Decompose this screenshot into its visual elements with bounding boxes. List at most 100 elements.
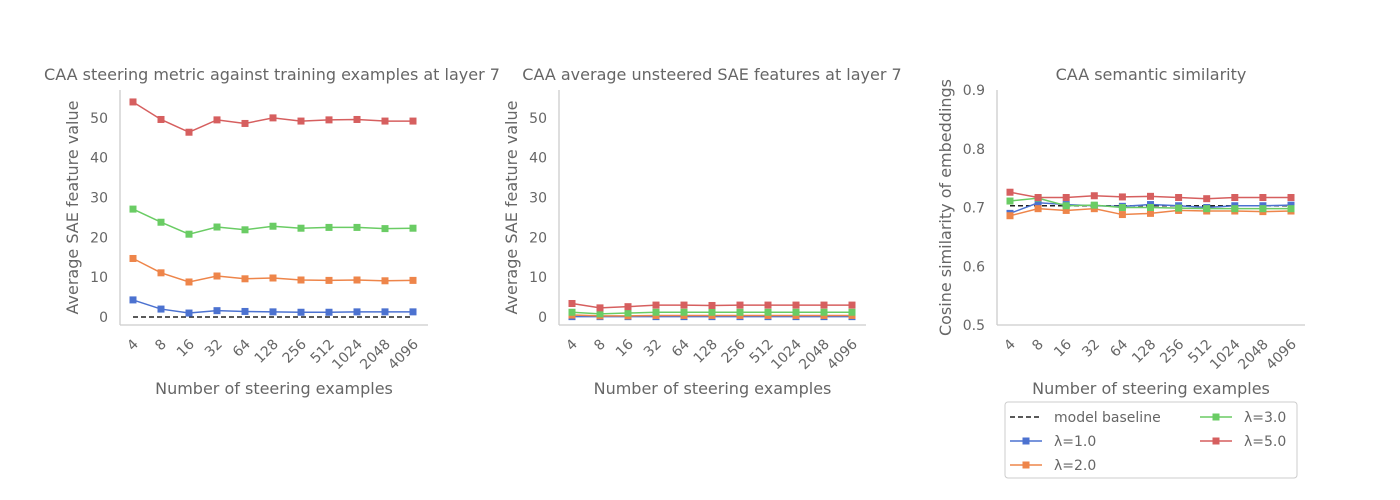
- data-point: [1231, 205, 1239, 213]
- y-tick-label: 0.5: [963, 318, 985, 334]
- y-tick-label: 20: [90, 230, 108, 246]
- data-point: [409, 276, 417, 284]
- x-tick-label: 4: [563, 336, 581, 354]
- x-tick-label: 64: [1107, 336, 1131, 360]
- data-point: [1034, 205, 1042, 213]
- chart-title: CAA steering metric against training exa…: [44, 65, 500, 84]
- data-point: [708, 308, 716, 316]
- y-tick-label: 0.6: [963, 259, 985, 275]
- data-point: [157, 218, 165, 226]
- data-point: [1231, 194, 1239, 202]
- data-point: [185, 128, 193, 136]
- x-tick-label: 16: [174, 336, 198, 360]
- data-point: [213, 223, 221, 231]
- legend-item: λ=5.0: [1200, 434, 1286, 450]
- x-axis-label: Number of steering examples: [1032, 379, 1270, 398]
- data-point: [652, 301, 660, 309]
- data-point: [708, 301, 716, 309]
- data-point: [325, 223, 333, 231]
- x-tick-label: 4096: [824, 336, 861, 373]
- data-point: [624, 309, 632, 317]
- legend-item: λ=1.0: [1010, 434, 1096, 450]
- y-tick-label: 50: [90, 111, 108, 127]
- data-point: [624, 303, 632, 311]
- data-point: [269, 274, 277, 282]
- data-point: [1259, 194, 1267, 202]
- data-point: [792, 301, 800, 309]
- y-tick-label: 10: [90, 270, 108, 286]
- x-tick-label: 1024: [329, 336, 366, 373]
- chart-title: CAA average unsteered SAE features at la…: [522, 65, 901, 84]
- data-point: [325, 276, 333, 284]
- x-tick-label: 2048: [1235, 337, 1272, 374]
- data-point: [1062, 202, 1070, 210]
- data-point: [1147, 192, 1154, 200]
- legend-label: λ=5.0: [1244, 434, 1286, 450]
- series-lambda5: [129, 98, 417, 136]
- data-point: [820, 308, 828, 316]
- legend-label: model baseline: [1054, 410, 1161, 426]
- legend-swatch-marker: [1212, 437, 1220, 445]
- data-point: [213, 272, 221, 280]
- x-tick-label: 256: [1157, 336, 1187, 366]
- chart-3: CAA semantic similarity 0.5 0.6 0.7 0.8 0.9 4 8…: [936, 65, 1305, 398]
- data-point: [1287, 205, 1295, 213]
- x-tick-label: 1024: [1207, 336, 1244, 373]
- data-point: [409, 117, 417, 125]
- data-point: [1147, 204, 1154, 211]
- x-tick-label: 128: [1129, 337, 1159, 367]
- legend-swatch-marker: [1212, 413, 1220, 421]
- data-point: [764, 301, 772, 309]
- data-point: [1147, 209, 1154, 217]
- x-tick-label: 256: [280, 336, 310, 366]
- series-line: [132, 208, 414, 235]
- data-point: [241, 275, 249, 283]
- legend-item: λ=3.0: [1200, 410, 1286, 426]
- y-tick-label: 10: [529, 270, 547, 286]
- x-tick-label: 8: [1029, 337, 1047, 355]
- x-tick-label: 32: [641, 337, 665, 361]
- legend-box: [1004, 401, 1298, 479]
- y-tick-label: 30: [529, 191, 547, 207]
- data-point: [241, 119, 249, 127]
- data-point: [213, 307, 221, 315]
- data-point: [129, 254, 137, 262]
- series-lambda3: [1006, 194, 1295, 213]
- data-point: [568, 308, 576, 316]
- data-point: [353, 223, 361, 231]
- y-axis-label: Cosine similarity of embeddings: [936, 79, 955, 336]
- data-point: [680, 301, 688, 309]
- data-point: [409, 308, 417, 316]
- x-tick-label: 2048: [796, 337, 833, 374]
- series-lambda5: [1006, 188, 1295, 203]
- data-point: [1175, 194, 1183, 202]
- data-point: [297, 276, 305, 284]
- data-point: [297, 117, 305, 125]
- x-tick-label: 1024: [768, 336, 805, 373]
- x-tick-label: 8: [591, 337, 609, 355]
- data-point: [848, 308, 856, 316]
- data-point: [185, 230, 193, 238]
- data-point: [652, 308, 660, 316]
- data-point: [157, 305, 165, 313]
- data-point: [241, 307, 249, 315]
- data-point: [680, 308, 688, 316]
- legend-label: λ=1.0: [1054, 434, 1096, 450]
- data-point: [1034, 194, 1042, 202]
- data-point: [1118, 211, 1126, 219]
- series-lambda3: [129, 205, 417, 238]
- y-tick-label: 0: [538, 310, 547, 326]
- y-axis-label: Average SAE feature value: [63, 101, 82, 315]
- data-point: [185, 309, 193, 317]
- charts-group: CAA steering metric against training exa…: [44, 65, 1305, 398]
- x-tick-label: 4096: [385, 336, 422, 373]
- x-tick-label: 16: [1051, 336, 1075, 360]
- data-point: [297, 224, 305, 232]
- x-axis-label: Number of steering examples: [594, 379, 832, 398]
- data-point: [1118, 204, 1126, 211]
- data-point: [381, 117, 389, 125]
- data-point: [1062, 194, 1070, 202]
- data-point: [1090, 205, 1098, 213]
- x-tick-label: 2048: [357, 337, 394, 374]
- data-point: [1287, 194, 1295, 202]
